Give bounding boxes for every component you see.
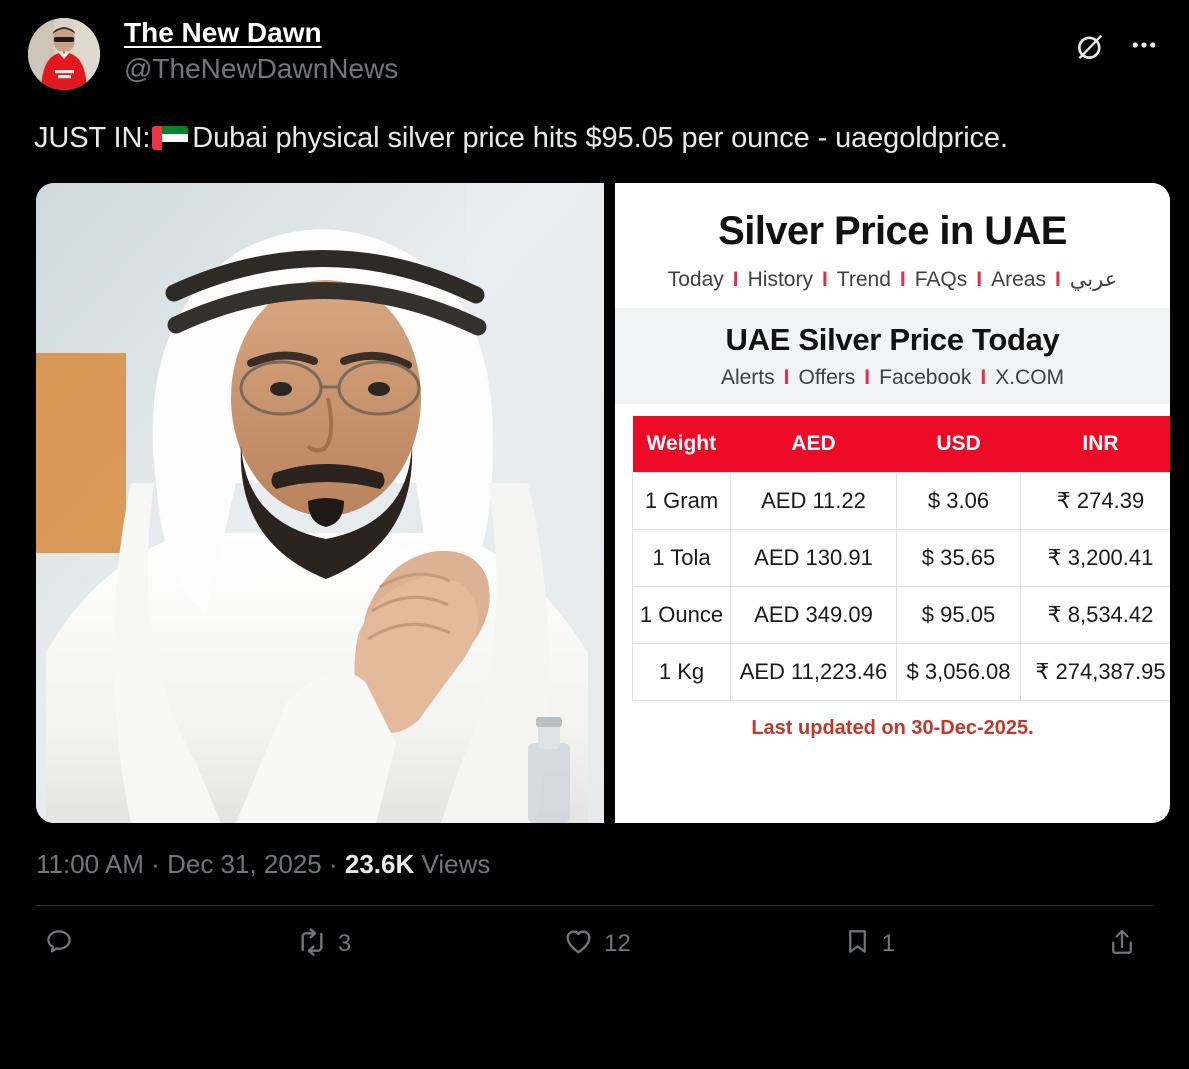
media-price-card[interactable]: Silver Price in UAE Today I History I Tr… [615,183,1170,824]
cell-aed: AED 11,223.46 [730,643,897,702]
nav-separator: I [899,267,906,291]
tweet-actions: 3 12 1 [0,906,1189,982]
cell-inr: ₹ 274.39 [1020,472,1170,531]
cell-inr: ₹ 3,200.41 [1020,529,1170,588]
views-label: Views [421,849,491,880]
photo-portrait [36,183,604,824]
more-options-icon[interactable] [1129,30,1159,65]
nav-item-history[interactable]: History [747,267,813,291]
cell-weight: 1 Tola [632,529,731,588]
cell-aed: AED 11.22 [730,472,897,531]
bookmark-icon [843,927,872,961]
cell-usd: $ 35.65 [896,529,1021,588]
actions-divider [36,905,1153,907]
tweet-time: 11:00 AM [36,849,144,880]
cell-weight: 1 Ounce [632,586,731,645]
meta-dot: · [328,849,338,880]
price-card-top: Silver Price in UAE Today I History I Tr… [615,183,1170,309]
last-updated-text: Last updated on 30-Dec-2025. [615,701,1170,751]
col-header-weight: Weight [632,416,731,473]
tweet-text-before-flag: JUST IN: [34,122,151,154]
reply-button[interactable] [44,927,84,962]
avatar-image [28,18,100,90]
nav-item-areas[interactable]: Areas [991,267,1046,291]
table-row: 1 Kg AED 11,223.46 $ 3,056.08 ₹ 274,387.… [632,643,1170,702]
cell-aed: AED 130.91 [730,529,897,588]
cell-usd: $ 95.05 [896,586,1021,645]
header-actions [1073,14,1165,69]
nav-separator: I [821,267,828,291]
cell-inr: ₹ 8,534.42 [1020,586,1170,645]
cell-weight: 1 Kg [632,643,731,702]
media-grid: Silver Price in UAE Today I History I Tr… [36,183,1170,824]
tweet-text: JUST IN: Dubai physical silver price hits… [0,110,1189,159]
col-header-usd: USD [896,416,1021,473]
tweet-date: Dec 31, 2025 [167,849,322,880]
avatar[interactable] [28,18,100,90]
nav-item-arabic[interactable]: عربي [1069,268,1118,292]
grok-slash-icon[interactable] [1073,30,1107,69]
table-row: 1 Ounce AED 349.09 $ 95.05 ₹ 8,534.42 [632,586,1170,645]
nav-separator: I [976,267,983,291]
subnav-item-facebook[interactable]: Facebook [879,366,972,390]
subnav-separator: I [980,366,987,390]
tweet-header: The New Dawn @TheNewDawnNews [0,0,1189,110]
price-card-subheader: UAE Silver Price Today Alerts I Offers I… [615,308,1170,405]
meta-dot: · [151,849,160,880]
views-count: 23.6K [344,849,415,880]
nav-separator: I [732,267,739,291]
nav-item-today[interactable]: Today [667,267,724,291]
account-names: The New Dawn @TheNewDawnNews [124,14,398,87]
retweet-count: 3 [337,930,352,958]
subnav-separator: I [864,366,871,390]
cell-aed: AED 349.09 [730,586,897,645]
heart-icon [563,926,594,962]
nav-separator: I [1054,267,1061,291]
reply-icon [44,927,74,962]
cell-usd: $ 3,056.08 [896,643,1021,702]
price-card-subtitle: UAE Silver Price Today [725,322,1060,358]
tweet-meta: 11:00 AM · Dec 31, 2025 · 23.6K Views [0,823,1189,895]
bookmark-count: 1 [881,930,896,958]
table-header-row: Weight AED USD INR [632,416,1170,473]
silver-price-table: Weight AED USD INR 1 Gram AED 11.22 $ 3.… [632,416,1170,702]
bookmark-button[interactable]: 1 [843,927,895,961]
cell-usd: $ 3.06 [896,472,1021,531]
like-button[interactable]: 12 [563,926,631,962]
nav-item-trend[interactable]: Trend [836,267,891,291]
nav-item-faqs[interactable]: FAQs [914,267,968,291]
tweet-text-after-flag: Dubai physical silver price hits $95.05 … [192,122,1008,154]
retweet-button[interactable]: 3 [296,926,351,963]
subnav-separator: I [783,366,790,390]
uae-flag-icon [152,126,189,150]
media-photo-left[interactable] [36,183,604,824]
subnav-item-xcom[interactable]: X.COM [995,366,1065,390]
price-card-title: Silver Price in UAE [718,209,1067,254]
subnav-item-offers[interactable]: Offers [798,366,856,390]
table-row: 1 Gram AED 11.22 $ 3.06 ₹ 274.39 [632,472,1170,531]
display-name[interactable]: The New Dawn [124,17,322,48]
price-card-nav: Today I History I Trend I FAQs I Areas I… [633,267,1152,292]
account-handle[interactable]: @TheNewDawnNews [124,53,399,85]
share-icon [1107,927,1137,962]
price-card-subnav: Alerts I Offers I Facebook I X.COM [627,366,1158,390]
retweet-icon [296,926,328,963]
subnav-item-alerts[interactable]: Alerts [720,366,775,390]
like-count: 12 [604,930,631,958]
cell-weight: 1 Gram [632,472,731,531]
col-header-inr: INR [1020,416,1170,473]
share-button[interactable] [1107,927,1147,962]
table-row: 1 Tola AED 130.91 $ 35.65 ₹ 3,200.41 [632,529,1170,588]
cell-inr: ₹ 274,387.95 [1020,643,1170,702]
col-header-aed: AED [730,416,897,473]
